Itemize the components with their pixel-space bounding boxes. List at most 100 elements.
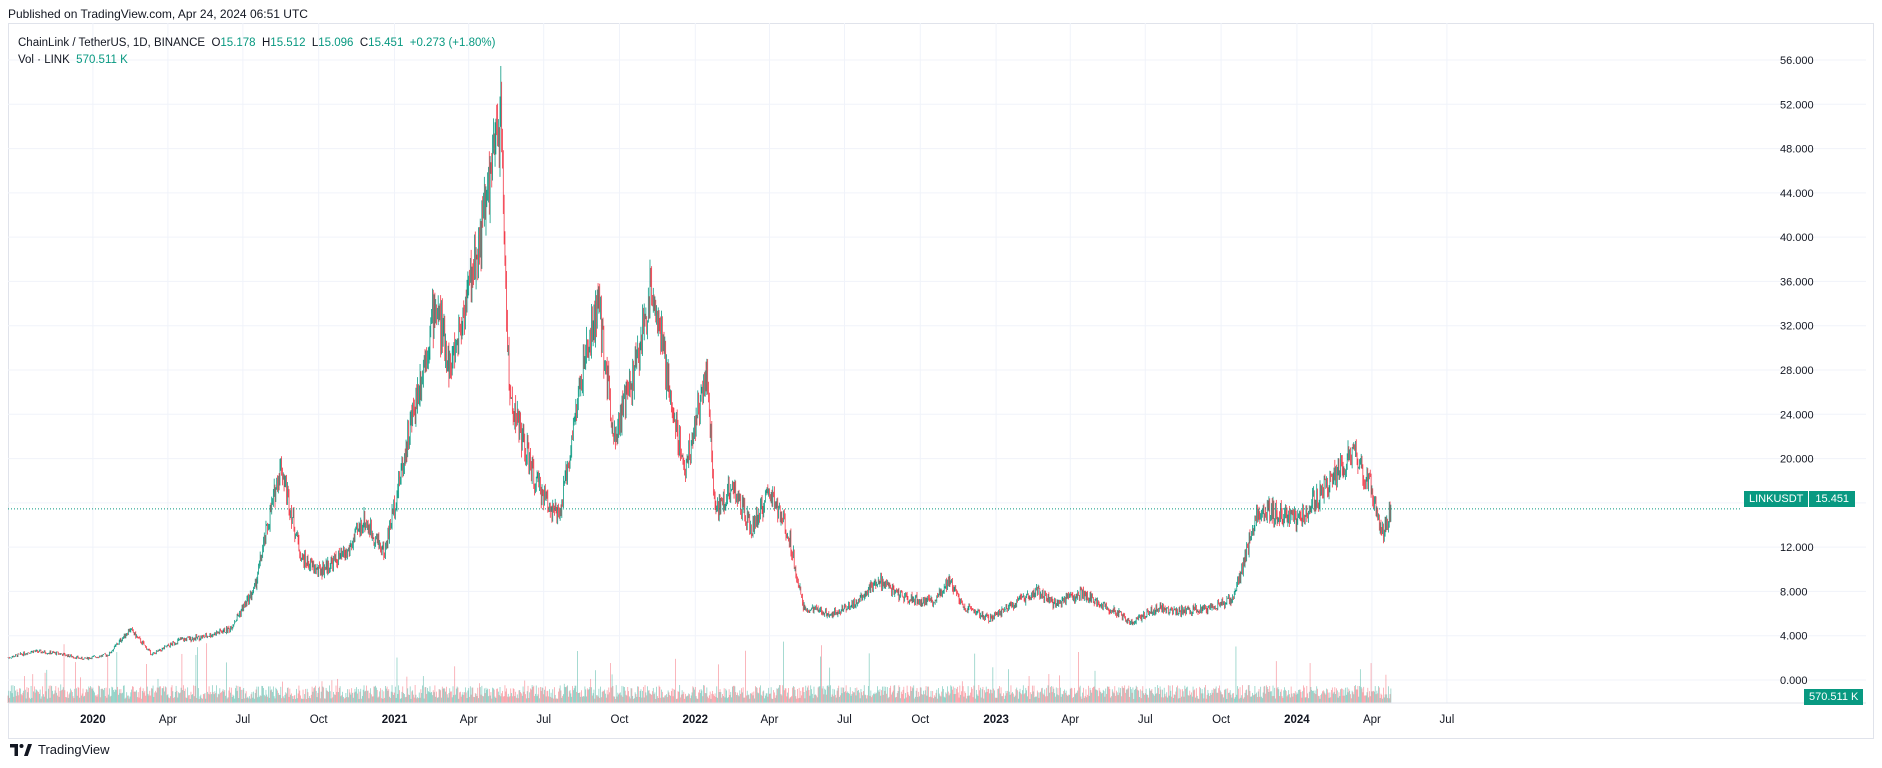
volume-bar (1283, 690, 1285, 703)
volume-bar (953, 694, 955, 703)
volume-bar (1178, 688, 1180, 703)
volume-bar (647, 690, 649, 703)
volume-bar (919, 687, 921, 703)
volume-bar (675, 698, 677, 703)
volume-bar (535, 685, 537, 703)
volume-bar (1195, 688, 1197, 703)
volume-bar (882, 694, 884, 703)
volume-bar (567, 696, 569, 703)
volume-bar (1256, 692, 1257, 703)
volume-bar (156, 687, 158, 703)
volume-bar (657, 696, 658, 703)
volume-bar (446, 694, 448, 703)
volume-bar (583, 696, 585, 703)
volume-bar (688, 693, 690, 703)
volume-bar (716, 686, 718, 703)
volume-bar (804, 698, 806, 703)
volume-bar (990, 689, 992, 703)
volume-bar (951, 686, 953, 703)
volume-bar (1378, 687, 1380, 703)
volume-bar (822, 686, 824, 703)
volume-bar (711, 693, 713, 703)
volume-bar (520, 692, 521, 703)
volume-bar (127, 695, 128, 703)
volume-bar (334, 694, 336, 703)
volume-bar (262, 686, 264, 703)
volume-bar (338, 692, 339, 703)
volume-bar (467, 690, 469, 703)
volume-bar (502, 696, 504, 703)
volume-bar (143, 692, 145, 703)
footer-brand[interactable]: TradingView (10, 742, 110, 757)
volume-bar (428, 692, 430, 703)
volume-bar (735, 692, 737, 703)
volume-bar (1126, 689, 1128, 703)
volume-bar (595, 670, 596, 703)
volume-bar (313, 688, 315, 703)
volume-bar (310, 694, 312, 703)
volume-bar (363, 685, 365, 703)
volume-bar (584, 686, 586, 703)
volume-bar (150, 695, 151, 703)
volume-bar (206, 643, 208, 703)
volume-bar (1313, 693, 1315, 703)
volume-bar (841, 693, 843, 703)
volume-bar (643, 697, 645, 703)
volume-bar (479, 687, 481, 703)
volume-bar (318, 687, 320, 703)
volume-bar (582, 696, 583, 703)
volume-bar (1039, 692, 1041, 703)
published-header: Published on TradingView.com, Apr 24, 20… (8, 7, 308, 21)
volume-bar (846, 692, 848, 703)
volume-bar (892, 690, 894, 703)
volume-bar (774, 692, 775, 703)
volume-bar (1326, 688, 1327, 703)
volume-bar (521, 695, 523, 703)
volume-bar (758, 693, 760, 703)
volume-bar (179, 693, 180, 703)
volume-bar (389, 696, 390, 703)
volume-bar (1348, 688, 1350, 703)
volume-bar (1357, 685, 1359, 703)
volume-bar (745, 650, 746, 703)
volume-bar (361, 698, 362, 703)
volume-bar (966, 698, 967, 703)
volume-bar (642, 690, 643, 703)
volume-bar (150, 688, 152, 703)
volume-bar (722, 696, 724, 703)
volume-bar (241, 698, 243, 703)
volume-bar (869, 695, 871, 703)
volume-bar (104, 687, 105, 703)
volume-bar (491, 698, 493, 703)
volume-bar (960, 694, 962, 703)
volume-bar (24, 689, 26, 703)
volume-bar (536, 696, 538, 703)
volume-bar (682, 694, 684, 703)
volume-bar (1338, 692, 1340, 703)
volume-bar (1045, 687, 1047, 703)
volume-bar (899, 687, 901, 703)
volume-bar (1077, 690, 1079, 703)
volume-bar (1387, 686, 1389, 703)
volume-bar (109, 696, 111, 703)
volume-bar (370, 688, 372, 703)
volume-bar (44, 672, 46, 703)
volume-bar (1177, 698, 1179, 703)
volume-bar (1263, 686, 1265, 703)
volume-bar (1306, 685, 1308, 703)
volume-bar (956, 688, 957, 703)
volume-bar (918, 691, 920, 703)
volume-bar (843, 687, 845, 703)
volume-bar (1102, 693, 1103, 703)
volume-bar (344, 697, 346, 703)
volume-bar (336, 691, 338, 703)
volume-bar (164, 691, 165, 703)
volume-bar (301, 698, 303, 703)
volume-bar (1168, 695, 1170, 703)
volume-bar (1174, 694, 1176, 703)
volume-bar (163, 686, 165, 703)
volume-bar (257, 697, 259, 703)
volume-bar (642, 686, 644, 703)
volume-bar (1303, 687, 1305, 703)
